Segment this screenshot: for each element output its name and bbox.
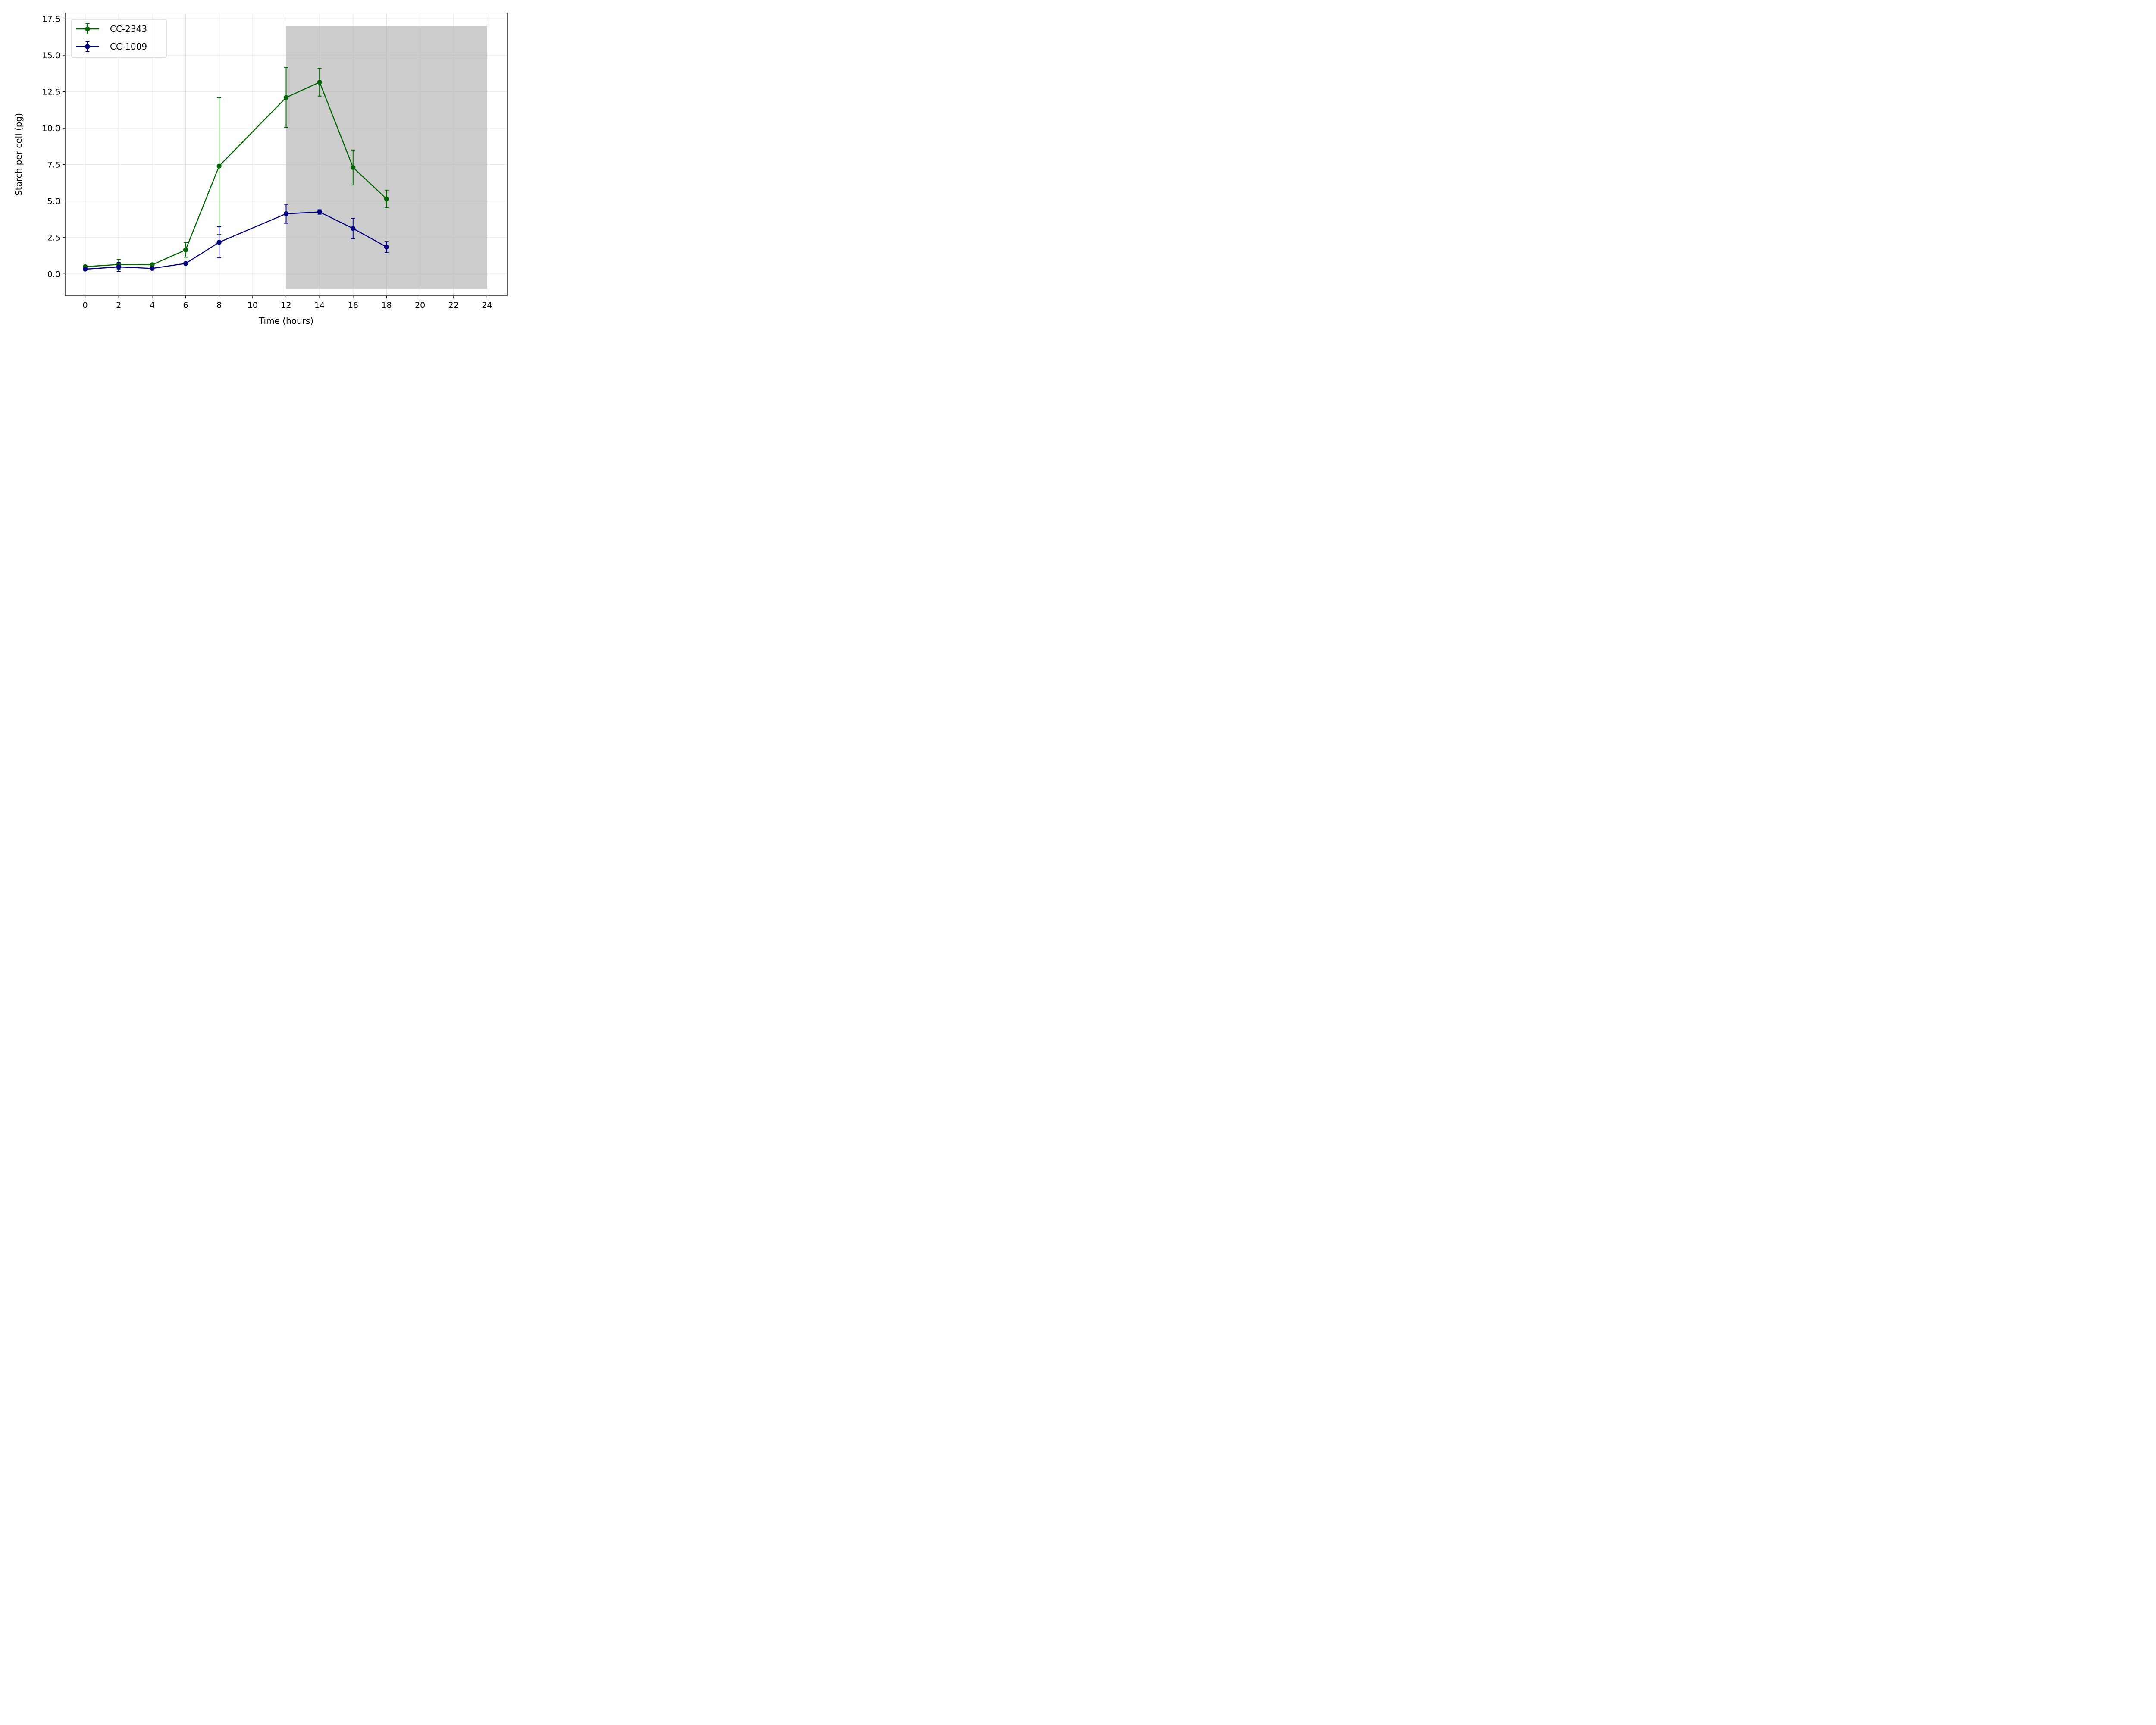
legend-label: CC-2343	[110, 24, 147, 34]
x-tick-label: 4	[150, 301, 155, 310]
legend-marker	[85, 26, 90, 31]
x-tick-label: 24	[482, 301, 492, 310]
y-tick-label: 0.0	[47, 270, 60, 279]
data-point	[116, 264, 121, 270]
x-tick-label: 0	[83, 301, 88, 310]
x-tick-label: 6	[183, 301, 188, 310]
x-tick-label: 22	[448, 301, 459, 310]
y-tick-label: 7.5	[47, 160, 60, 170]
data-point	[216, 163, 222, 169]
data-point	[150, 266, 155, 271]
series-layer	[82, 67, 389, 272]
y-tick-label: 12.5	[42, 88, 60, 97]
series-cc-1009	[82, 204, 389, 272]
starch-chart: 0 2 4 6 8 10 12 14 16 18 20 22 240.02.55.07.510.012.…	[13, 13, 508, 326]
legend-item-cc-2343: CC-2343	[76, 23, 147, 34]
data-point	[82, 267, 88, 272]
x-tick-label: 10	[248, 301, 258, 310]
y-tick-label: 15.0	[42, 51, 60, 60]
legend-item-cc-1009: CC-1009	[76, 41, 147, 52]
data-point	[283, 211, 289, 216]
data-point	[351, 165, 356, 170]
x-tick-label: 2	[116, 301, 121, 310]
data-point	[351, 226, 356, 231]
data-point	[384, 196, 389, 201]
legend-label: CC-1009	[110, 41, 147, 52]
y-tick-label: 17.5	[42, 15, 60, 24]
data-point	[384, 245, 389, 250]
data-point	[183, 247, 188, 253]
data-point	[183, 261, 188, 266]
series-cc-2343	[82, 67, 389, 270]
data-point	[317, 209, 322, 215]
y-tick-label: 5.0	[47, 197, 60, 206]
x-tick-label: 20	[415, 301, 425, 310]
tick-layer: 0 2 4 6 8 10 12 14 16 18 20 22 240.02.55.07.510.012.…	[42, 15, 492, 310]
x-tick-label: 18	[381, 301, 392, 310]
legend: CC-2343 CC-1009	[71, 19, 167, 58]
data-point	[150, 262, 155, 267]
data-point	[283, 95, 289, 100]
grid-layer	[65, 13, 507, 296]
x-tick-label: 16	[348, 301, 358, 310]
data-point	[216, 240, 222, 245]
y-tick-label: 10.0	[42, 124, 60, 133]
data-point	[317, 80, 322, 85]
legend-marker	[85, 44, 90, 49]
x-axis-label: Time (hours)	[258, 316, 313, 326]
y-axis-label: Starch per cell (pg)	[13, 113, 24, 196]
x-tick-label: 14	[314, 301, 325, 310]
y-tick-label: 2.5	[47, 233, 60, 243]
x-tick-label: 12	[281, 301, 291, 310]
x-tick-label: 8	[216, 301, 222, 310]
